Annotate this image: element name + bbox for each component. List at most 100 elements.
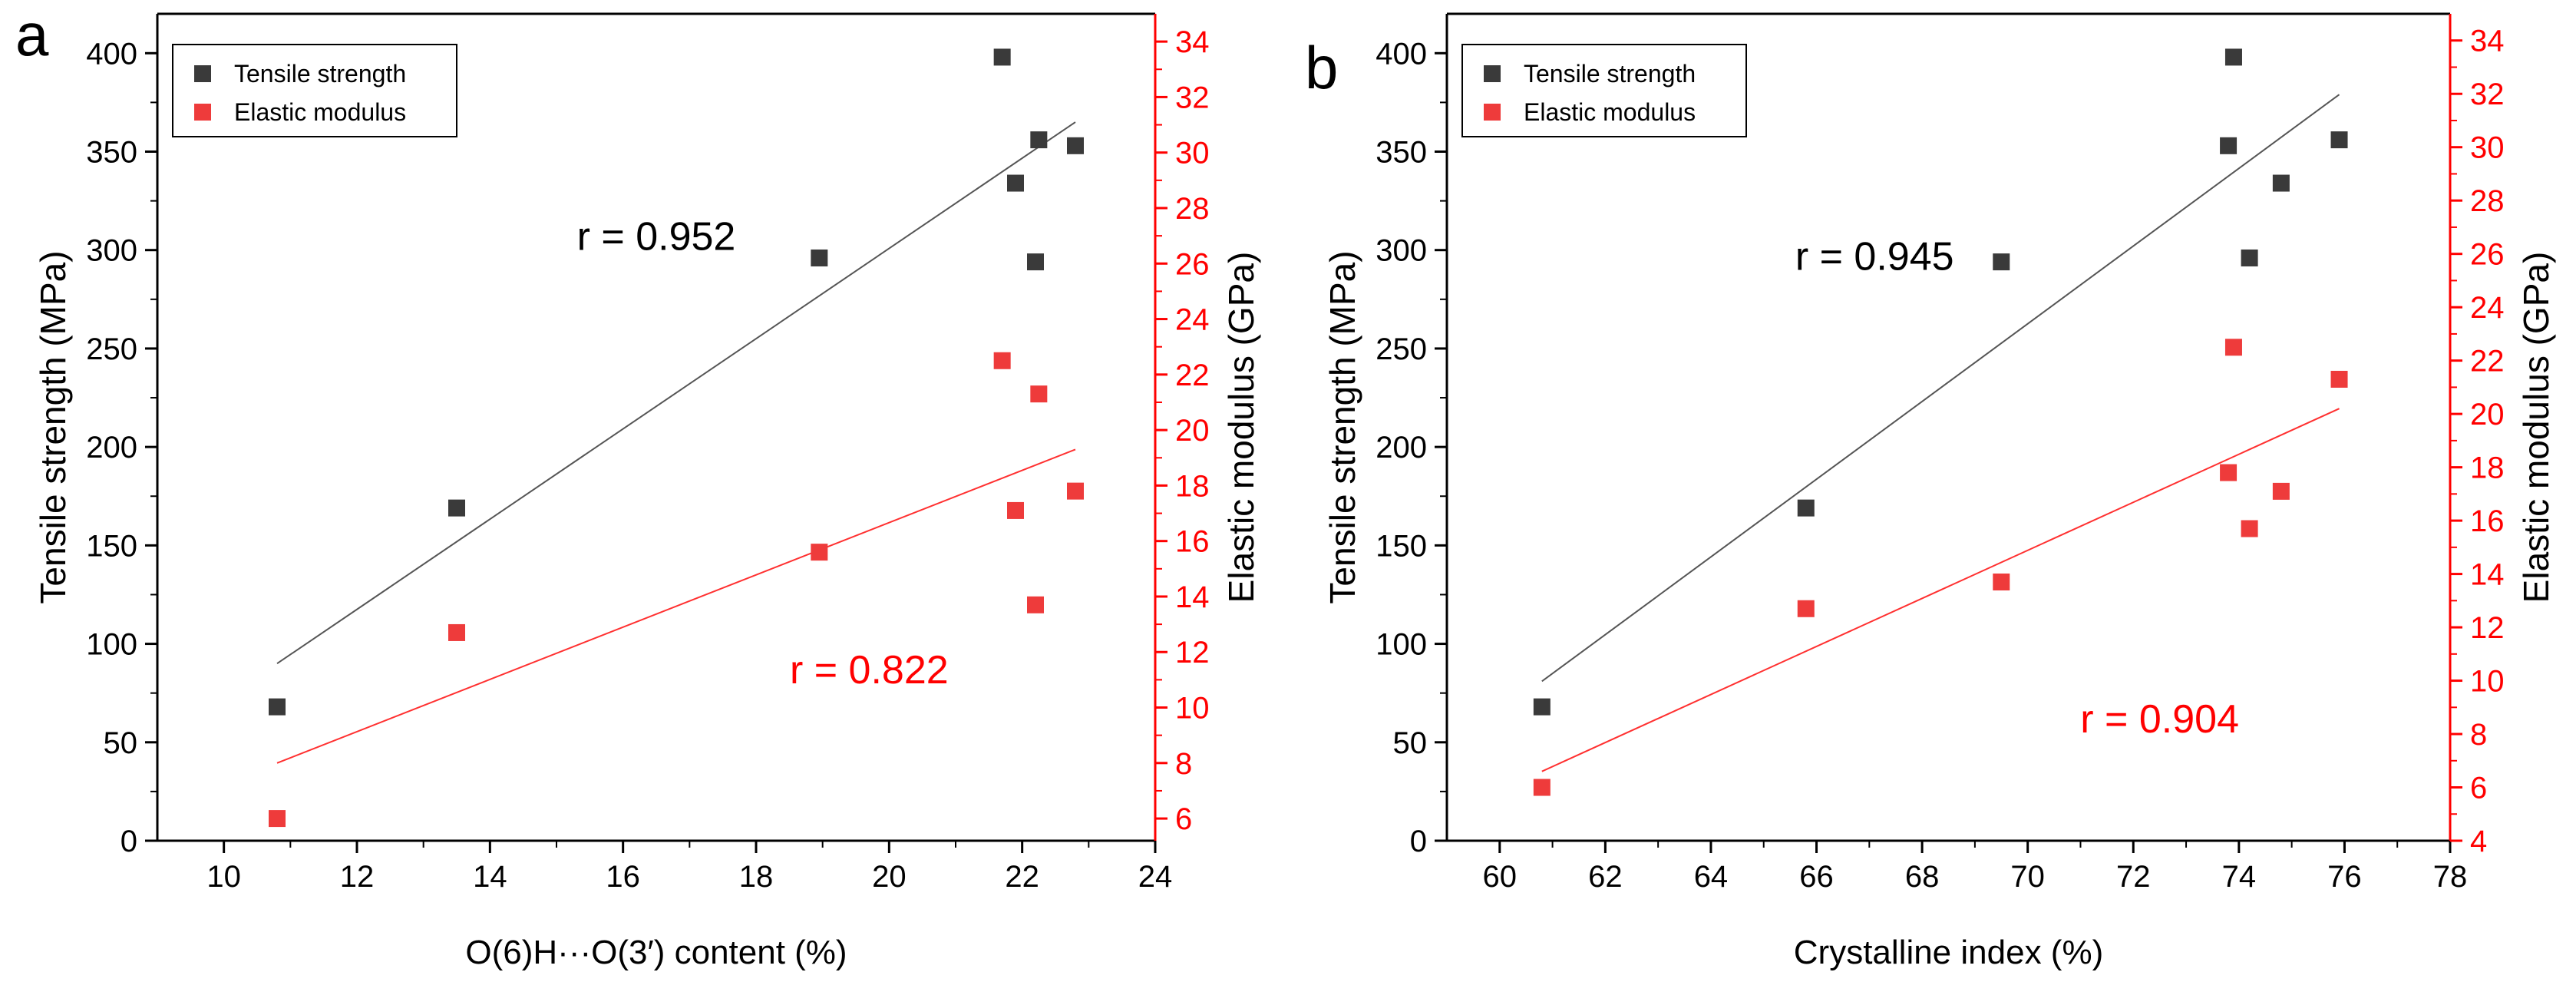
tensile-fit-line [1541, 94, 2340, 683]
y-left-tick-label: 250 [1376, 332, 1427, 366]
x-tick-label: 74 [2222, 860, 2257, 894]
y-left-tick-label: 350 [86, 136, 137, 170]
y-right-tick-label: 24 [2470, 291, 2505, 325]
y-left-tick-label: 350 [1376, 136, 1427, 170]
x-tick-label: 16 [606, 860, 640, 894]
y-left-tick-label: 0 [121, 825, 137, 858]
x-tick-label: 24 [1138, 860, 1173, 894]
tensile-point [448, 499, 465, 517]
y-right-tick-label: 6 [1175, 802, 1192, 836]
y-left-axis-title: Tensile strength (MPa) [1323, 250, 1362, 603]
x-tick-label: 18 [739, 860, 774, 894]
y-right-tick-label: 22 [1175, 359, 1210, 392]
y-left-tick-label: 50 [1393, 726, 1428, 760]
tensile-point [1030, 131, 1048, 149]
y-right-tick-label: 16 [2470, 504, 2505, 538]
x-tick-label: 60 [1483, 860, 1518, 894]
legend-box [172, 44, 457, 137]
y-left-tick-label: 200 [1376, 431, 1427, 465]
y-left-tick-label: 150 [86, 529, 137, 563]
y-right-tick-label: 4 [2470, 825, 2487, 858]
tensile-fit-line [276, 121, 1076, 665]
correlation-annotation: r = 0.904 [2080, 697, 2239, 742]
x-axis-title: O(6)H···O(3′) content (%) [465, 934, 847, 971]
modulus-fit-line [276, 448, 1076, 764]
modulus-point [1533, 779, 1551, 796]
x-tick-label: 78 [2433, 860, 2468, 894]
tensile-point [1007, 174, 1024, 192]
x-tick-label: 22 [1005, 860, 1039, 894]
legend-tensile-marker [1484, 65, 1501, 82]
tensile-point [1797, 499, 1815, 517]
x-tick-label: 68 [1905, 860, 1940, 894]
legend-box [1461, 44, 1747, 137]
legend-label: Tensile strength [234, 60, 406, 88]
correlation-annotation: r = 0.945 [1795, 234, 1954, 279]
y-right-tick-label: 30 [1175, 137, 1210, 170]
x-tick-label: 70 [2010, 860, 2045, 894]
modulus-point [1027, 596, 1044, 613]
tensile-point [1027, 253, 1044, 271]
y-right-tick-label: 34 [1175, 25, 1210, 59]
y-right-tick-label: 30 [2470, 131, 2505, 165]
y-right-tick-label: 28 [2470, 184, 2505, 218]
x-tick-label: 10 [206, 860, 241, 894]
modulus-point [2272, 482, 2290, 500]
y-right-tick-label: 26 [2470, 238, 2505, 272]
y-left-tick-label: 100 [1376, 628, 1427, 662]
modulus-point [2224, 339, 2242, 356]
legend-label: Elastic modulus [1524, 98, 1696, 126]
y-right-tick-label: 32 [1175, 81, 1210, 114]
y-right-tick-label: 24 [1175, 303, 1210, 337]
y-left-tick-label: 50 [104, 726, 138, 760]
panel-label: a [15, 1, 49, 68]
x-tick-label: 12 [340, 860, 375, 894]
y-right-tick-label: 20 [2470, 398, 2505, 431]
y-left-tick-label: 0 [1410, 825, 1427, 858]
x-tick-label: 62 [1588, 860, 1623, 894]
y-right-tick-label: 16 [1175, 525, 1210, 559]
y-right-tick-label: 28 [1175, 192, 1210, 226]
modulus-point [2330, 370, 2348, 388]
y-left-tick-label: 400 [1376, 37, 1427, 71]
tensile-point [269, 698, 286, 716]
modulus-point [269, 810, 286, 828]
tensile-point [2272, 174, 2290, 192]
panel-a: a 10 12 14 16 18 20 22 24 0 50 100 150 200 250 300 350 40… [15, 1, 1261, 971]
legend-modulus-marker [194, 104, 211, 121]
y-right-tick-label: 32 [2470, 78, 2505, 111]
modulus-point [2220, 464, 2237, 481]
modulus-point [1007, 501, 1024, 519]
legend: Tensile strength Elastic modulus [1461, 44, 1747, 137]
y-left-tick-label: 250 [86, 332, 137, 366]
y-right-tick-label: 18 [2470, 451, 2505, 485]
y-left-tick-label: 300 [1376, 234, 1427, 268]
legend-label: Elastic modulus [234, 98, 406, 126]
modulus-point [811, 544, 828, 561]
x-axis-title: Crystalline index (%) [1794, 934, 2103, 971]
legend-modulus-marker [1484, 104, 1501, 121]
y-right-tick-label: 8 [2470, 718, 2487, 752]
y-right-tick-label: 10 [1175, 692, 1210, 726]
panel-b: b60 62 64 66 68 70 72 74 76 780501001502002503003… [1305, 12, 2556, 971]
y-right-tick-label: 26 [1175, 247, 1210, 281]
modulus-point [2241, 520, 2258, 537]
y-right-tick-label: 6 [2470, 772, 2487, 805]
modulus-fit-line [1541, 408, 2340, 772]
y-right-tick-label: 18 [1175, 469, 1210, 503]
modulus-point [1797, 600, 1815, 617]
x-tick-label: 14 [473, 860, 507, 894]
tensile-point [2330, 131, 2348, 149]
x-tick-label: 72 [2116, 860, 2151, 894]
y-left-tick-label: 200 [86, 431, 137, 465]
tensile-point [1993, 253, 2010, 271]
panel-label: b [1305, 34, 1338, 101]
modulus-point [1030, 385, 1048, 403]
tensile-point [811, 249, 828, 266]
y-left-tick-label: 150 [1376, 529, 1427, 563]
y-right-tick-label: 12 [1175, 636, 1210, 670]
y-right-tick-label: 14 [1175, 580, 1210, 614]
tensile-point [1533, 698, 1551, 716]
y-right-tick-label: 10 [2470, 665, 2505, 699]
